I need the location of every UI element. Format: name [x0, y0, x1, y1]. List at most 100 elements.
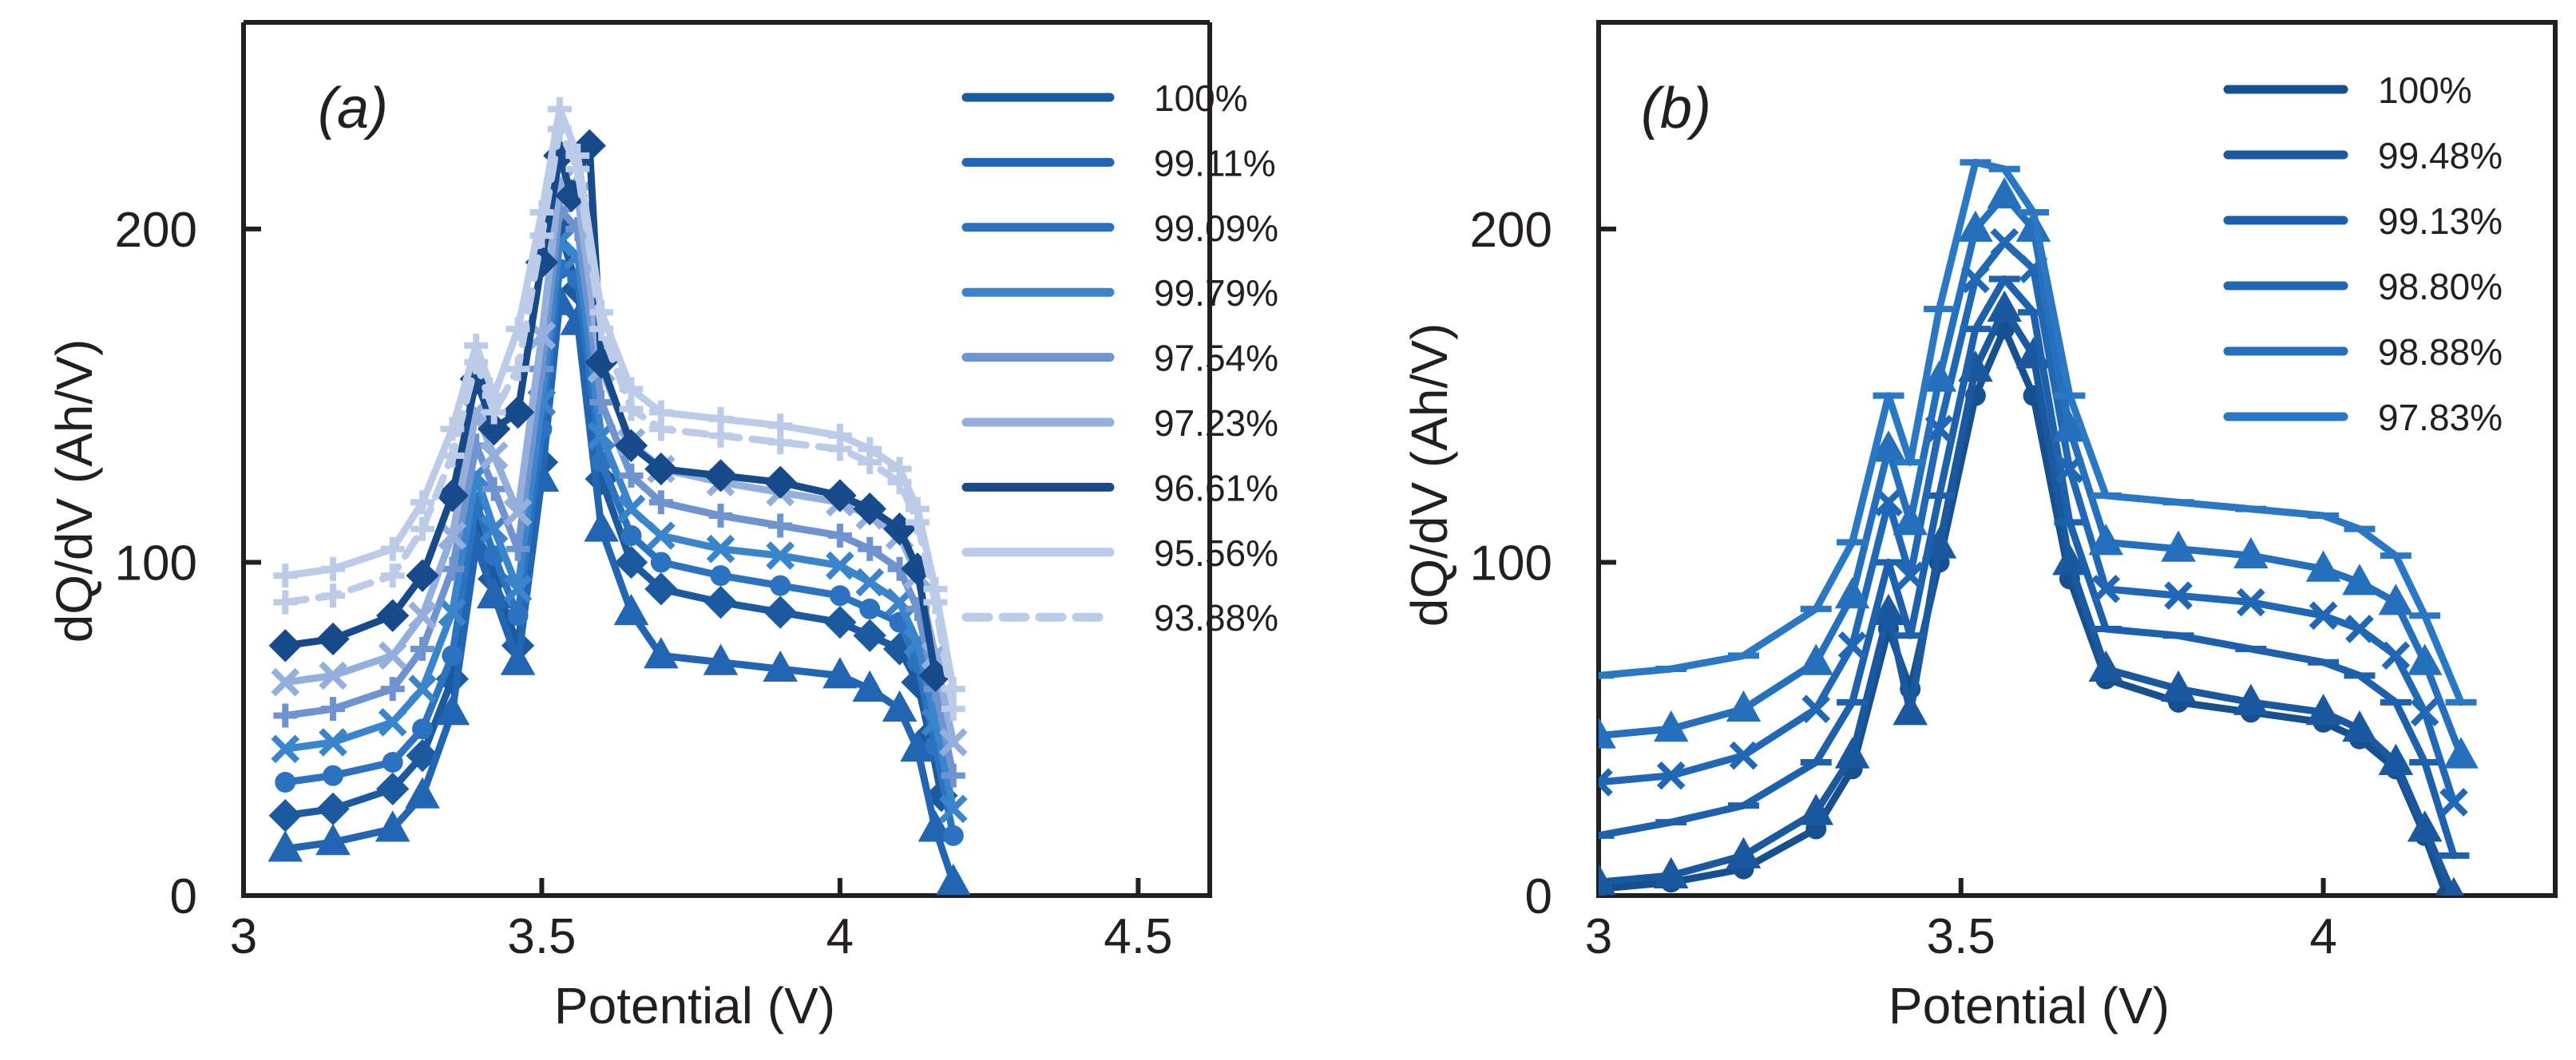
- plot-frame: [241, 20, 1212, 898]
- legend: 100% 99.11% 99.09% 99.79% 97.54% 97.23% 96.61%…: [961, 77, 1278, 639]
- data-point: [2407, 810, 2443, 842]
- data-point: [823, 479, 857, 512]
- legend-label: 99.48%: [2378, 135, 2503, 176]
- legend-label: 97.54%: [1154, 338, 1278, 379]
- data-point: [1921, 360, 1957, 392]
- data-point: [2308, 601, 2338, 631]
- data-point: [1798, 793, 1834, 825]
- data-point: [829, 585, 850, 607]
- data-point: [1653, 856, 1689, 888]
- data-point: [273, 703, 298, 728]
- data-point: [505, 357, 530, 382]
- data-point: [589, 317, 614, 342]
- data-point: [375, 810, 410, 842]
- data-point: [708, 503, 733, 528]
- data-point: [316, 622, 350, 656]
- data-point: [410, 490, 435, 515]
- data-point: [614, 545, 648, 579]
- x-tick-label: 3.5: [1927, 909, 1995, 964]
- chart-panel-a: 3 3.5 4 4.5 0 100 200 Potential (V) dQ/dV (Ah/V)…: [46, 20, 1278, 1034]
- data-point: [1921, 527, 1957, 559]
- x-tick-label: 3.5: [507, 909, 576, 964]
- data-point: [1892, 504, 1928, 536]
- data-point: [650, 552, 672, 573]
- x-tick-label: 4: [2309, 909, 2336, 964]
- legend-label: 95.56%: [1154, 532, 1278, 574]
- data-point: [941, 697, 965, 722]
- legend-label: 96.61%: [1154, 467, 1278, 508]
- panel-label: (a): [318, 77, 388, 140]
- data-point: [1896, 561, 1925, 590]
- data-point: [503, 575, 533, 603]
- data-point: [376, 599, 410, 632]
- data-point: [763, 650, 799, 682]
- data-point: [2378, 743, 2414, 775]
- data-point: [1958, 210, 1993, 242]
- data-point: [939, 728, 968, 757]
- x-axis-title: Potential (V): [1888, 977, 2170, 1034]
- data-point: [319, 661, 347, 690]
- data-point: [1801, 694, 1831, 723]
- data-point: [1599, 717, 1616, 749]
- legend-label: 100%: [1154, 77, 1248, 119]
- data-point: [440, 443, 465, 468]
- data-point: [410, 516, 435, 541]
- data-point: [2378, 583, 2414, 615]
- data-point: [859, 598, 881, 619]
- data-point: [768, 430, 793, 455]
- y-tick-label: 100: [1470, 536, 1552, 591]
- data-point: [858, 536, 882, 561]
- data-point: [315, 823, 351, 856]
- data-point: [478, 412, 511, 446]
- data-point: [410, 637, 435, 662]
- data-point: [706, 534, 735, 564]
- y-tick-label: 100: [115, 536, 197, 591]
- data-point: [2161, 670, 2196, 702]
- data-point: [703, 585, 738, 619]
- data-point: [479, 441, 509, 470]
- legend-label: 99.79%: [1154, 272, 1278, 314]
- data-point: [620, 525, 642, 547]
- data-point: [855, 568, 885, 597]
- x-tick-label: 4: [826, 909, 854, 964]
- data-point: [1599, 768, 1613, 797]
- data-point: [589, 390, 614, 415]
- data-point: [501, 395, 535, 429]
- y-axis-title: dQ/dV (Ah/V): [1401, 323, 1458, 627]
- data-point: [2439, 788, 2468, 817]
- data-point: [644, 572, 678, 606]
- data-point: [507, 605, 529, 627]
- data-point: [1798, 643, 1834, 675]
- data-point: [316, 792, 350, 826]
- data-point: [853, 492, 886, 526]
- data-point: [378, 708, 407, 737]
- data-point: [2345, 615, 2374, 643]
- data-point: [644, 452, 678, 486]
- data-point: [268, 629, 302, 662]
- data-point: [2410, 698, 2439, 727]
- data-point: [319, 728, 347, 757]
- series-line: [281, 125, 957, 713]
- x-axis-title: Potential (V): [554, 977, 835, 1034]
- data-point: [900, 730, 935, 762]
- y-tick-label: 200: [115, 203, 197, 258]
- data-point: [438, 598, 467, 627]
- series-group: [1599, 158, 2479, 896]
- data-point: [529, 223, 554, 248]
- data-point: [2088, 650, 2124, 682]
- data-point: [271, 667, 300, 697]
- data-point: [827, 524, 852, 548]
- data-point: [2088, 524, 2124, 556]
- data-point: [2342, 710, 2377, 742]
- data-point: [275, 772, 296, 793]
- data-point: [917, 810, 953, 842]
- data-point: [2443, 737, 2479, 769]
- data-point: [382, 751, 403, 773]
- data-point: [852, 670, 888, 702]
- data-point: [766, 541, 795, 570]
- data-point: [1653, 710, 1689, 742]
- data-point: [708, 423, 733, 448]
- data-point: [1987, 176, 2023, 209]
- legend-label: 100%: [2378, 69, 2472, 111]
- data-point: [853, 619, 886, 652]
